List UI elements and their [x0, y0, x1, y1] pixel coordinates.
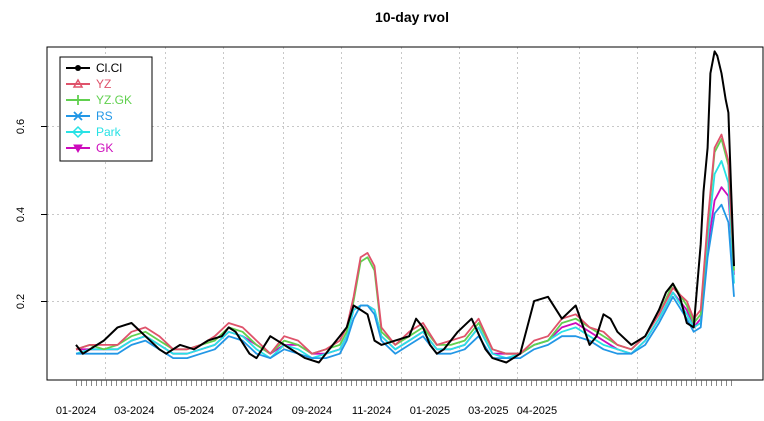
legend-box: [59, 56, 153, 162]
legend-label-3: RS: [96, 109, 113, 123]
legend-label-1: YZ: [96, 77, 111, 91]
y-tick-label-2: 0.6: [15, 119, 27, 134]
axes: 0.2 0.4 0.6 01-2024 03-2024 05-2024 07-2024 09-…: [15, 119, 732, 417]
x-tick-label-4: 09-2024: [292, 405, 332, 417]
x-tick-label-7: 03-2025: [468, 405, 508, 417]
legend-marker-2: [73, 95, 83, 105]
x-tick-label-0: 01-2024: [56, 405, 96, 417]
x-tick-label-5: 11-2024: [352, 405, 392, 417]
x-tick-label-8: 04-2025: [517, 405, 557, 417]
legend-label-5: GK: [96, 141, 113, 155]
series-line-4: [75, 159, 735, 360]
legend-marker-4: [71, 125, 85, 139]
legend: Cl.Cl YZ YZ.GK RS Park GK: [59, 56, 153, 162]
plot-frame: [46, 46, 764, 381]
series-line-2: [75, 138, 735, 355]
x-tick-label-3: 07-2024: [232, 405, 272, 417]
grid: [47, 47, 763, 380]
legend-marker-5: [73, 144, 83, 154]
x-tick-label-2: 05-2024: [174, 405, 214, 417]
x-tick-label-1: 03-2024: [114, 405, 154, 417]
legend-marker-1: [72, 78, 84, 88]
series-line-5: [76, 186, 735, 355]
x-tick-label-6: 01-2025: [410, 405, 450, 417]
y-tick-label-0: 0.2: [15, 294, 27, 309]
legend-marker-0: [75, 65, 81, 71]
y-tick-label-1: 0.4: [15, 207, 27, 222]
legend-label-2: YZ.GK: [96, 93, 132, 107]
series-lines: [75, 50, 735, 364]
series-line-3: [76, 203, 735, 360]
chart-title: 10-day rvol: [375, 9, 449, 25]
series-line-1: [75, 133, 735, 355]
legend-marker-3: [73, 111, 83, 121]
legend-label-4: Park: [96, 125, 122, 139]
series-line-0: [75, 50, 735, 364]
legend-label-0: Cl.Cl: [96, 61, 122, 75]
